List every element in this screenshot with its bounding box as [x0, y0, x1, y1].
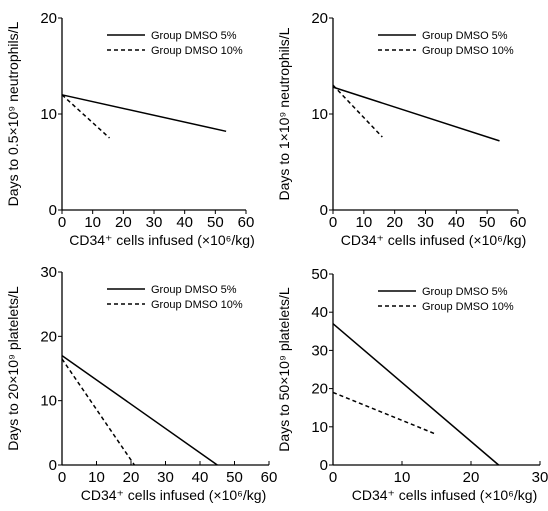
y-tick-label: 30 [40, 264, 57, 281]
x-tick-label: 0 [329, 469, 337, 486]
legend-label: Group DMSO 5% [151, 284, 237, 296]
y-tick-label: 0 [320, 202, 328, 219]
y-tick-label: 0 [49, 457, 57, 474]
x-tick-label: 20 [463, 469, 480, 486]
x-tick-label: 40 [176, 214, 193, 231]
series-line-dmso-5 [61, 354, 218, 466]
x-tick-label: 50 [226, 469, 243, 486]
x-tick-label: 20 [386, 214, 403, 231]
y-tick-label: 40 [311, 304, 328, 321]
y-axis-title: Days to 20×10⁹ platelets/L [5, 286, 21, 451]
legend-label: Group DMSO 10% [151, 299, 243, 311]
x-tick-label: 30 [157, 469, 174, 486]
y-tick-label: 10 [40, 393, 57, 410]
y-tick-label: 0 [49, 202, 57, 219]
x-tick-label: 50 [479, 214, 496, 231]
legend-label: Group DMSO 5% [422, 286, 508, 298]
x-tick-label: 60 [238, 214, 255, 231]
y-axis-title: Days to 1×10⁹ neutrophils/L [276, 27, 292, 200]
series-line-dmso-10 [61, 358, 136, 466]
x-tick-label: 20 [123, 469, 140, 486]
series-line-dmso-5 [332, 86, 500, 142]
series-line-dmso-10 [61, 94, 111, 139]
x-tick-label: 10 [394, 469, 411, 486]
x-axis-title: CD34⁺ cells infused (×10⁶/kg) [341, 232, 527, 248]
series-line-dmso-5 [61, 94, 227, 133]
x-tick-label: 0 [58, 469, 66, 486]
x-tick-label: 10 [84, 214, 101, 231]
y-tick-label: 20 [40, 328, 57, 345]
y-tick-label: 20 [40, 10, 57, 27]
y-tick-label: 50 [311, 266, 328, 283]
series-line-dmso-10 [332, 84, 383, 138]
y-tick-label: 20 [311, 381, 328, 398]
y-tick-label: 10 [311, 106, 328, 123]
series-line-dmso-10 [332, 391, 437, 436]
x-tick-label: 40 [192, 469, 209, 486]
x-tick-label: 20 [115, 214, 132, 231]
x-tick-label: 50 [207, 214, 224, 231]
y-tick-label: 10 [311, 419, 328, 436]
x-tick-label: 40 [448, 214, 465, 231]
x-tick-label: 10 [88, 469, 105, 486]
y-axis-title: Days to 0.5×10⁹ neutrophils/L [5, 21, 21, 206]
chart-panel-4: 0 10 20 30 0 10 20 30 40 50 CD34⁺ cells infused (×… [276, 266, 548, 503]
x-axis-title: CD34⁺ cells infused (×10⁶/kg) [81, 487, 267, 503]
x-tick-label: 10 [355, 214, 372, 231]
legend-label: Group DMSO 10% [151, 45, 243, 57]
y-tick-label: 20 [311, 10, 328, 27]
x-axis-title: CD34⁺ cells infused (×10⁶/kg) [69, 232, 255, 248]
series-line-dmso-5 [332, 323, 500, 466]
legend-label: Group DMSO 10% [422, 45, 514, 57]
x-axis-title: CD34⁺ cells infused (×10⁶/kg) [352, 487, 538, 503]
x-tick-label: 30 [532, 469, 548, 486]
legend-label: Group DMSO 5% [151, 30, 237, 42]
x-tick-label: 60 [261, 469, 278, 486]
y-axis-title: Days to 50×10⁹ platelets/L [276, 287, 292, 452]
x-tick-label: 0 [58, 214, 66, 231]
legend-label: Group DMSO 5% [422, 30, 508, 42]
y-tick-label: 0 [320, 457, 328, 474]
x-tick-label: 0 [329, 214, 337, 231]
x-tick-label: 30 [417, 214, 434, 231]
y-tick-label: 10 [40, 106, 57, 123]
legend-label: Group DMSO 10% [422, 301, 514, 313]
x-tick-label: 60 [510, 214, 527, 231]
x-tick-label: 30 [146, 214, 163, 231]
y-tick-label: 30 [311, 342, 328, 359]
